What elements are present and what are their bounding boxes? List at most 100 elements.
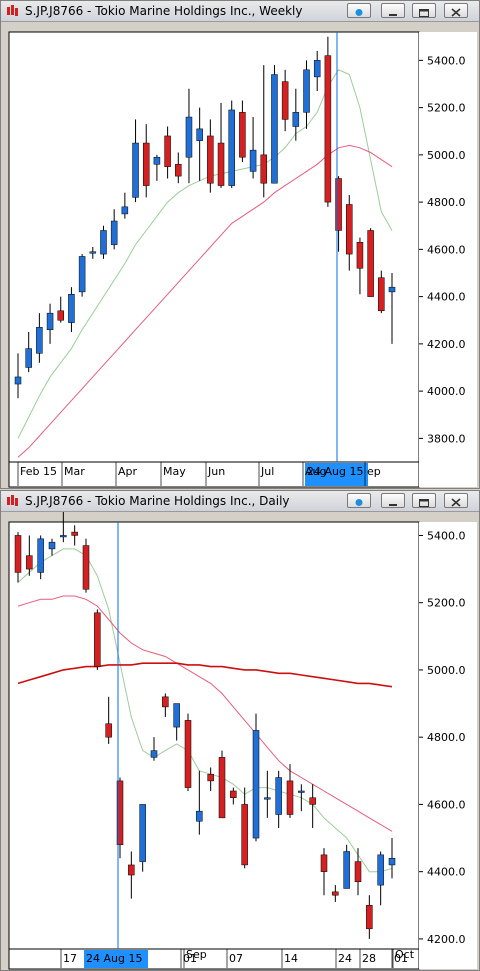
candle-body [388,286,396,293]
price-tick-label: 4200.0 [427,933,466,946]
candle-body [128,864,135,876]
candle-body [377,854,384,886]
daily-chart-window[interactable]: S.JP.J8766 - Tokio Marine Holdings Inc.,… [0,490,480,971]
link-dot-icon [355,499,363,506]
candle-body [37,538,44,573]
weekly-candlestick-chart[interactable]: 5400.0 5200.0 5000.0 4800.0 4600.0 4400.0 4200… [1,22,479,488]
close-icon [451,8,461,17]
price-tick-label: 4400.0 [427,866,466,879]
candle-body [354,861,362,883]
candle-body [228,109,235,186]
candle-body [303,69,310,113]
daily-maximize-button[interactable] [412,493,436,508]
date-axis-label: 28 [362,952,376,965]
date-axis-label: 07 [229,952,243,965]
weekly-close-button[interactable] [444,3,468,18]
candle-body [100,230,107,255]
candle-body [14,535,22,573]
weekly-minimize-button[interactable] [381,3,405,18]
candle-body [94,612,101,667]
daily-link-button[interactable] [347,493,371,508]
date-axis-label: 14 [284,952,298,965]
date-marker-label: 24 Aug 15 [86,952,142,965]
candle-body [46,312,54,330]
candle-body [175,164,182,177]
date-axis-label: Oct [395,948,415,961]
chart-app-icon [7,5,18,16]
candle-body [162,696,169,708]
date-axis-label: Mar [64,465,85,478]
candle-body [218,757,226,819]
candle-body [239,112,246,158]
candle-body [366,905,373,930]
date-axis-label: 17 [63,952,77,965]
chart-app-icon [7,495,18,506]
moving-average-ma-slow [17,595,393,832]
candle-body [343,851,350,889]
candle-body [324,55,332,203]
candle-body [292,112,300,127]
price-tick-label: 5200.0 [427,102,466,115]
candle-body [217,142,225,186]
candle-body [271,74,278,184]
candle-body [142,142,150,186]
minimize-icon [389,14,397,16]
candle-body [121,206,129,215]
moving-average-ma-long [17,662,393,688]
candle-body [25,348,32,368]
candle-body [110,220,118,245]
candle-body [298,790,305,793]
candle-body [89,251,97,254]
maximize-icon [419,9,429,17]
date-marker-label-bg [305,463,368,486]
candle-body [196,128,203,141]
date-axis-label: Sep [186,948,207,961]
daily-candlestick-chart[interactable]: 5400.0 5200.0 5000.0 4800.0 4600.0 4400.0 4200… [1,512,479,970]
moving-average-ma-fast [17,548,393,873]
price-tick-label: 4400.0 [427,291,466,304]
candle-body [260,154,268,184]
price-axis-panel [419,32,477,487]
candle-body [68,294,75,323]
date-axis-label: Apr [118,465,138,478]
price-tick-label: 4800.0 [427,731,466,744]
price-tick-label: 4600.0 [427,798,466,811]
minimize-icon [389,504,397,506]
candle-body [116,780,124,846]
candle-body [309,797,316,805]
candle-body [252,730,260,839]
candle-body [356,242,364,269]
close-icon [451,498,461,507]
date-axis-label: Feb 15 [20,465,57,478]
price-tick-label: 3800.0 [427,432,466,445]
daily-close-button[interactable] [444,493,468,508]
candle-body [346,204,353,255]
price-tick-label: 5200.0 [427,597,466,610]
weekly-chart-window[interactable]: S.JP.J8766 - Tokio Marine Holdings Inc.,… [0,0,480,489]
daily-title-bar[interactable]: S.JP.J8766 - Tokio Marine Holdings Inc.,… [1,491,479,512]
price-tick-label: 5400.0 [427,529,466,542]
weekly-maximize-button[interactable] [412,3,436,18]
candle-body [185,116,193,158]
candle-body [57,310,64,321]
price-tick-label: 4600.0 [427,243,466,256]
price-tick-label: 4000.0 [427,385,466,398]
candle-body [164,135,171,167]
candle-body [378,277,385,312]
candle-body [207,135,214,184]
date-marker-label-bg [84,950,148,968]
candle-body [82,545,90,590]
weekly-window-title: S.JP.J8766 - Tokio Marine Holdings Inc.,… [25,4,303,18]
candle-body [388,857,396,866]
candle-body [26,555,33,570]
price-tick-label: 4200.0 [427,338,466,351]
daily-minimize-button[interactable] [381,493,405,508]
date-marker-label: 24 Aug 15 [307,465,363,478]
date-axis-label: 01 [394,952,408,965]
weekly-link-button[interactable] [347,3,371,18]
date-axis-label: Aug [305,465,326,478]
weekly-title-bar[interactable]: S.JP.J8766 - Tokio Marine Holdings Inc.,… [1,1,479,22]
date-axis-label: May [163,465,186,478]
candle-body [60,535,67,538]
candle-body [139,804,146,862]
